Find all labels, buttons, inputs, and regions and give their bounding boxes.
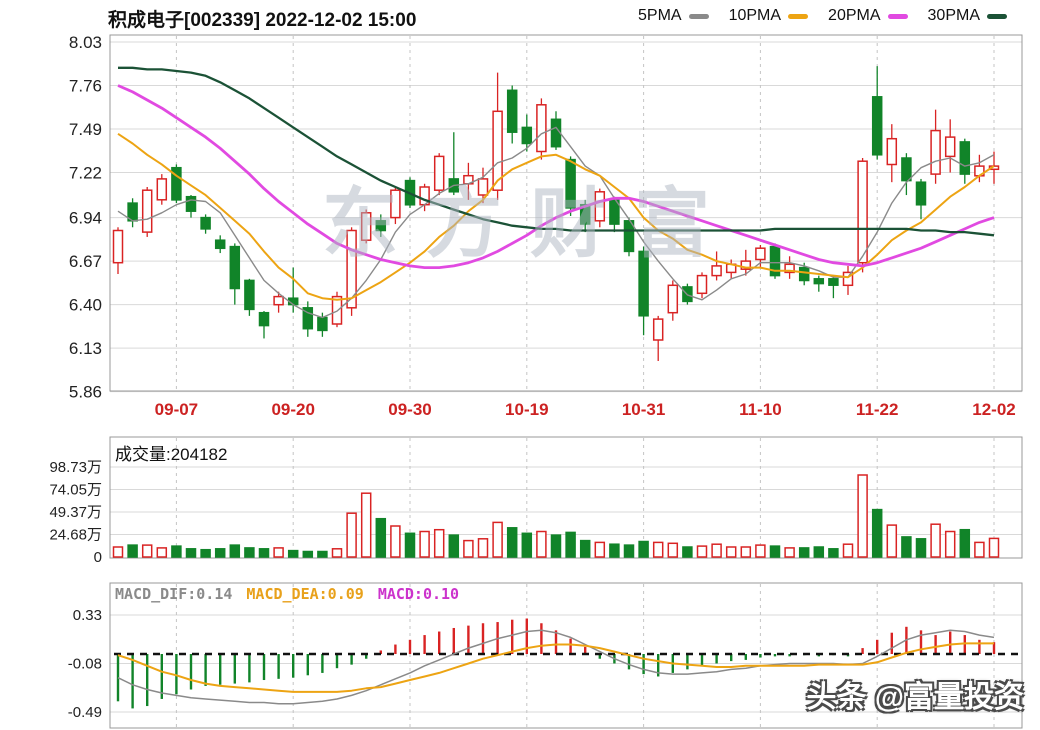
svg-text:5.86: 5.86 — [69, 383, 102, 402]
svg-text:6.13: 6.13 — [69, 339, 102, 358]
svg-text:10-31: 10-31 — [622, 400, 665, 419]
volume-axis-labels: 98.73万 74.05万 49.37万 24.68万 0 — [49, 459, 102, 566]
ma5-color-swatch-icon — [688, 13, 709, 19]
legend-item-30pma: 30PMA — [928, 7, 1007, 25]
svg-text:-0.49: -0.49 — [68, 704, 102, 721]
svg-text:09-07: 09-07 — [155, 400, 198, 419]
svg-text:7.76: 7.76 — [69, 76, 102, 95]
svg-text:11-22: 11-22 — [856, 400, 899, 419]
ma30-color-swatch-icon — [986, 13, 1007, 19]
svg-text:6.67: 6.67 — [69, 252, 102, 271]
ma-lines — [117, 66, 995, 319]
legend-label: 5PMA — [638, 7, 682, 24]
legend-label: 10PMA — [728, 7, 782, 24]
svg-text:11-10: 11-10 — [739, 400, 782, 419]
legend-label: 20PMA — [828, 7, 881, 24]
svg-text:74.05万: 74.05万 — [49, 481, 102, 498]
chart-title: 积成电子[002339] 2022-12-02 15:00 — [108, 10, 417, 31]
svg-text:98.73万: 98.73万 — [49, 459, 102, 476]
ma20-color-swatch-icon — [887, 13, 908, 19]
svg-text:09-20: 09-20 — [271, 400, 314, 419]
macd-histogram — [116, 618, 996, 709]
ma-legend: 5PMA 10PMA 20PMA 30PMA — [638, 7, 1007, 25]
macd-lines — [117, 629, 995, 705]
ma10-color-swatch-icon — [788, 13, 809, 19]
svg-text:-0.08: -0.08 — [68, 655, 102, 672]
date-axis-labels: 09-07 09-20 09-30 10-19 10-31 11-10 11-22 12-02 — [155, 400, 1016, 419]
svg-text:24.68万: 24.68万 — [49, 527, 102, 544]
volume-readout: 成交量:204182 — [115, 445, 228, 464]
author-credit: 头条 @富量投资 — [806, 681, 1024, 714]
grid — [109, 34, 1023, 729]
svg-text:7.22: 7.22 — [69, 163, 102, 182]
macd-dea-value: MACD_DEA:0.09 — [246, 585, 364, 603]
svg-text:0.33: 0.33 — [73, 607, 102, 624]
svg-text:7.49: 7.49 — [69, 120, 102, 139]
legend-item-10pma: 10PMA — [728, 7, 809, 25]
macd-readout: MACD_DIF:0.14 MACD_DEA:0.09 MACD:0.10 — [115, 585, 459, 603]
svg-text:49.37万: 49.37万 — [49, 504, 102, 521]
macd-dif-value: MACD_DIF:0.14 — [115, 585, 233, 603]
candlesticks — [112, 66, 1000, 361]
svg-text:10-19: 10-19 — [505, 400, 548, 419]
svg-text:0: 0 — [94, 549, 102, 566]
svg-text:6.40: 6.40 — [69, 296, 102, 315]
legend-item-20pma: 20PMA — [828, 7, 908, 25]
macd-value: MACD:0.10 — [377, 585, 460, 603]
legend-item-5pma: 5PMA — [638, 7, 709, 25]
macd-axis-labels: 0.33 -0.08 -0.49 — [68, 607, 102, 721]
price-axis-labels: 8.03 7.76 7.49 7.22 6.94 6.67 6.40 6.13 5.86 — [69, 33, 102, 402]
svg-text:12-02: 12-02 — [972, 400, 1015, 419]
legend-label: 30PMA — [927, 7, 980, 24]
volume-bars — [112, 474, 1000, 558]
svg-text:09-30: 09-30 — [388, 400, 431, 419]
svg-text:6.94: 6.94 — [69, 209, 102, 228]
svg-text:8.03: 8.03 — [69, 33, 102, 52]
